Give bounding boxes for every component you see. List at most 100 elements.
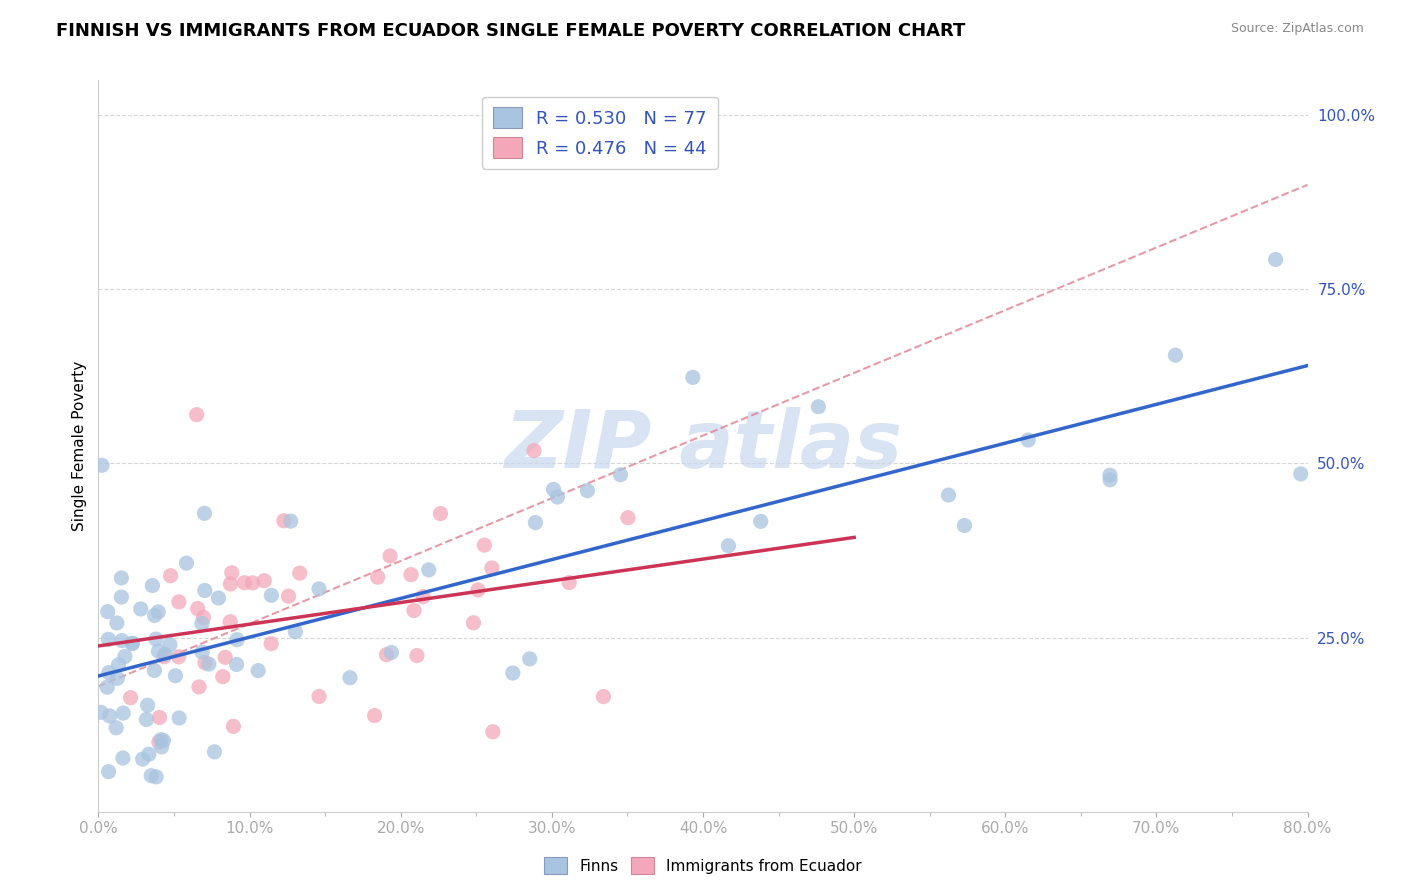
Point [576, 483, 599, 498]
Point [260, 637, 283, 651]
Point [273, 514, 295, 528]
Point [523, 443, 546, 458]
Point [91, 458, 114, 473]
Point [280, 514, 302, 528]
Point [194, 656, 217, 670]
Point [145, 632, 167, 646]
Point [592, 690, 614, 704]
Point [97, 632, 120, 647]
Point [187, 601, 209, 615]
Point [953, 518, 976, 533]
Point [402, 603, 425, 617]
Point [1017, 433, 1039, 447]
Point [167, 595, 190, 609]
Text: Source: ZipAtlas.com: Source: ZipAtlas.com [1230, 22, 1364, 36]
Point [193, 506, 215, 520]
Point [807, 400, 830, 414]
Point [474, 538, 496, 552]
Point [1098, 468, 1121, 483]
Point [98, 709, 121, 723]
Point [308, 690, 330, 704]
Point [110, 571, 132, 585]
Point [165, 669, 187, 683]
Point [219, 615, 242, 629]
Point [519, 652, 541, 666]
Point [97, 605, 120, 619]
Point [159, 638, 181, 652]
Point [406, 648, 429, 663]
Point [131, 752, 153, 766]
Point [938, 488, 960, 502]
Point [284, 624, 307, 639]
Point [339, 671, 361, 685]
Point [188, 680, 211, 694]
Point [288, 566, 311, 580]
Point [150, 732, 173, 747]
Point [226, 632, 249, 647]
Point [176, 556, 198, 570]
Point [159, 568, 181, 582]
Point [191, 645, 214, 659]
Point [111, 633, 134, 648]
Point [363, 708, 385, 723]
Point [150, 739, 173, 754]
Point [148, 710, 170, 724]
Point [194, 583, 217, 598]
Point [105, 615, 128, 630]
Point [482, 724, 505, 739]
Point [121, 636, 143, 650]
Point [253, 574, 276, 588]
Point [682, 370, 704, 384]
Point [502, 665, 524, 680]
Point [380, 646, 402, 660]
Legend: Finns, Immigrants from Ecuador: Finns, Immigrants from Ecuador [538, 851, 868, 880]
Point [546, 490, 568, 504]
Point [481, 561, 503, 575]
Point [543, 483, 565, 497]
Point [191, 616, 214, 631]
Point [1264, 252, 1286, 267]
Point [121, 636, 143, 650]
Point [221, 566, 243, 580]
Point [418, 563, 440, 577]
Point [367, 570, 389, 584]
Point [242, 575, 264, 590]
Point [219, 577, 242, 591]
Point [463, 615, 485, 630]
Point [207, 591, 229, 605]
Point [225, 657, 247, 672]
Point [378, 549, 401, 563]
Point [412, 590, 434, 604]
Point [524, 516, 547, 530]
Text: FINNISH VS IMMIGRANTS FROM ECUADOR SINGLE FEMALE POVERTY CORRELATION CHART: FINNISH VS IMMIGRANTS FROM ECUADOR SINGL… [56, 22, 966, 40]
Point [247, 664, 270, 678]
Point [375, 648, 398, 662]
Point [97, 665, 120, 680]
Point [399, 567, 422, 582]
Point [193, 610, 215, 624]
Point [308, 582, 330, 596]
Legend: R = 0.530   N = 77, R = 0.476   N = 44: R = 0.530 N = 77, R = 0.476 N = 44 [482, 96, 718, 169]
Point [167, 711, 190, 725]
Point [233, 575, 256, 590]
Point [167, 649, 190, 664]
Point [186, 408, 208, 422]
Point [429, 507, 451, 521]
Point [120, 690, 142, 705]
Point [1289, 467, 1312, 481]
Point [609, 467, 631, 482]
Point [749, 515, 772, 529]
Point [260, 588, 283, 602]
Point [211, 670, 233, 684]
Point [198, 657, 221, 671]
Text: ZIP atlas: ZIP atlas [503, 407, 903, 485]
Point [105, 671, 128, 685]
Point [135, 713, 157, 727]
Point [90, 706, 112, 720]
Point [1098, 473, 1121, 487]
Point [148, 605, 170, 619]
Point [558, 575, 581, 590]
Point [143, 664, 166, 678]
Point [277, 589, 299, 603]
Point [138, 747, 160, 762]
